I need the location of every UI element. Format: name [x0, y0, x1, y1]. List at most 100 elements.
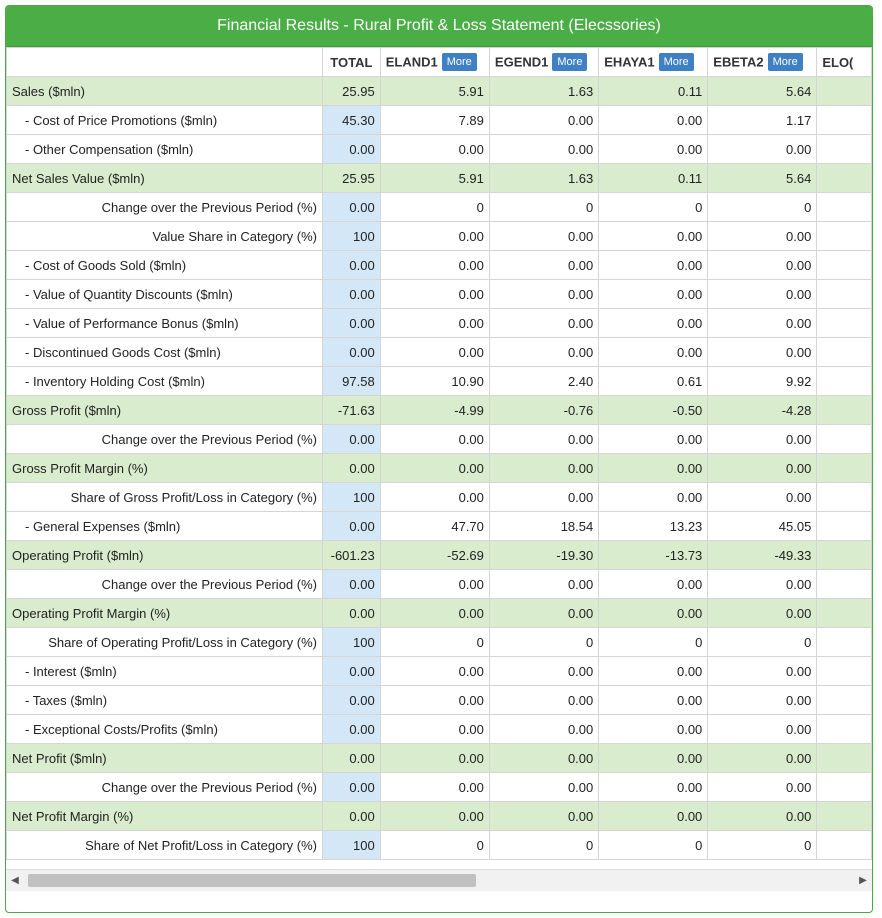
value-cell: 0.00: [707, 569, 818, 599]
table-row: Change over the Previous Period (%) 0.00 0…: [6, 569, 872, 599]
total-cell: 0.00: [322, 250, 381, 280]
value-cell: -0.76: [488, 395, 600, 425]
value-cell: 0.00: [488, 105, 600, 135]
right-arrow-icon[interactable]: ▶: [859, 875, 867, 886]
more-button[interactable]: More: [552, 53, 588, 71]
row-label: Change over the Previous Period (%): [6, 424, 323, 454]
pl-statement-panel: Financial Results - Rural Profit & Loss …: [5, 5, 873, 913]
value-cell: 0.00: [598, 685, 709, 715]
value-cell: [816, 337, 872, 367]
value-cell: [816, 482, 872, 512]
horizontal-scrollbar[interactable]: ◀ ▶: [6, 869, 872, 891]
value-cell: 0: [707, 192, 818, 222]
row-label: Net Profit Margin (%): [6, 801, 323, 831]
value-cell: 0.11: [598, 163, 709, 193]
value-cell: 0.00: [598, 656, 709, 686]
table-row: - Interest ($mln) 0.00 0.00 0.00 0.00 0.00: [6, 656, 872, 686]
row-label: - Other Compensation ($mln): [6, 134, 323, 164]
value-cell: [816, 192, 872, 222]
value-cell: 0: [707, 830, 818, 860]
value-cell: 5.91: [379, 163, 490, 193]
value-cell: 0.00: [488, 772, 600, 802]
table-row: - General Expenses ($mln) 0.00 47.70 18.54 1…: [6, 511, 872, 541]
total-cell: 0.00: [322, 743, 381, 773]
value-cell: -0.50: [598, 395, 709, 425]
table-row: Gross Profit ($mln) -71.63 -4.99 -0.76 -0.50…: [6, 395, 872, 425]
total-cell: 0.00: [322, 337, 381, 367]
value-cell: 0.00: [379, 482, 490, 512]
value-cell: 0.00: [379, 772, 490, 802]
value-cell: 0.00: [488, 598, 600, 628]
more-button[interactable]: More: [441, 53, 477, 71]
column-header-label: EGEND1: [494, 54, 549, 70]
table-row: Change over the Previous Period (%) 0.00 0…: [6, 424, 872, 454]
total-cell: 0.00: [322, 453, 381, 483]
total-cell: 0.00: [322, 424, 381, 454]
total-cell: 97.58: [322, 366, 381, 396]
value-cell: 0.00: [598, 308, 709, 338]
value-cell: -4.99: [379, 395, 490, 425]
row-label: - Inventory Holding Cost ($mln): [6, 366, 323, 396]
total-cell: 0.00: [322, 801, 381, 831]
table-row: - Cost of Price Promotions ($mln) 45.30 7.…: [6, 105, 872, 135]
header-row: TOTAL ELAND1 More EGEND1 More EHAYA1 More EBETA…: [6, 47, 872, 77]
total-cell: 0.00: [322, 511, 381, 541]
total-cell: -601.23: [322, 540, 381, 570]
panel-title: Financial Results - Rural Profit & Loss …: [6, 6, 872, 47]
value-cell: 0.00: [488, 424, 600, 454]
value-cell: 0.00: [379, 656, 490, 686]
table-row: - Value of Performance Bonus ($mln) 0.00 0…: [6, 308, 872, 338]
table-row: Share of Net Profit/Loss in Category (%)…: [6, 830, 872, 860]
table-row: Gross Profit Margin (%) 0.00 0.00 0.00 0.00 0…: [6, 453, 872, 483]
total-cell: -71.63: [322, 395, 381, 425]
value-cell: 0: [488, 627, 600, 657]
value-cell: 0.00: [598, 221, 709, 251]
total-cell: 25.95: [322, 163, 381, 193]
total-cell: 0.00: [322, 685, 381, 715]
value-cell: [816, 830, 872, 860]
value-cell: 0.00: [598, 569, 709, 599]
value-cell: 0.11: [598, 76, 709, 106]
value-cell: 0.00: [488, 308, 600, 338]
value-cell: 0.00: [379, 424, 490, 454]
scroll-thumb[interactable]: [28, 874, 476, 887]
value-cell: 0.00: [707, 134, 818, 164]
row-label: Share of Net Profit/Loss in Category (%): [6, 830, 323, 860]
total-cell: 0.00: [322, 279, 381, 309]
value-cell: 0.00: [598, 598, 709, 628]
table-row: Operating Profit ($mln) -601.23 -52.69 -19.…: [6, 540, 872, 570]
value-cell: 0.00: [707, 308, 818, 338]
value-cell: 0: [488, 830, 600, 860]
value-cell: 1.63: [488, 76, 600, 106]
value-cell: 0.00: [488, 337, 600, 367]
value-cell: 0.61: [598, 366, 709, 396]
row-label: Operating Profit Margin (%): [6, 598, 323, 628]
row-label: - Exceptional Costs/Profits ($mln): [6, 714, 323, 744]
value-cell: [816, 569, 872, 599]
value-cell: 18.54: [488, 511, 600, 541]
value-cell: 0.00: [488, 801, 600, 831]
value-cell: 0.00: [598, 714, 709, 744]
more-button[interactable]: More: [767, 53, 803, 71]
column-header-label: EHAYA1: [604, 54, 655, 70]
value-cell: 0.00: [488, 656, 600, 686]
value-cell: 0.00: [379, 685, 490, 715]
value-cell: [816, 279, 872, 309]
more-button[interactable]: More: [658, 53, 694, 71]
column-header-ehaya1: EHAYA1 More: [598, 47, 709, 77]
column-header-eland1: ELAND1 More: [379, 47, 490, 77]
value-cell: 0.00: [707, 801, 818, 831]
value-cell: 0.00: [379, 714, 490, 744]
total-cell: 0.00: [322, 192, 381, 222]
value-cell: [816, 105, 872, 135]
value-cell: 0: [598, 192, 709, 222]
table-row: Sales ($mln) 25.95 5.91 1.63 0.11 5.64: [6, 76, 872, 106]
value-cell: 7.89: [379, 105, 490, 135]
left-arrow-icon[interactable]: ◀: [11, 875, 19, 886]
column-header-label: TOTAL: [330, 55, 373, 71]
value-cell: 0.00: [707, 250, 818, 280]
row-label: Operating Profit ($mln): [6, 540, 323, 570]
value-cell: 0.00: [488, 714, 600, 744]
row-label: Net Sales Value ($mln): [6, 163, 323, 193]
total-cell: 0.00: [322, 134, 381, 164]
